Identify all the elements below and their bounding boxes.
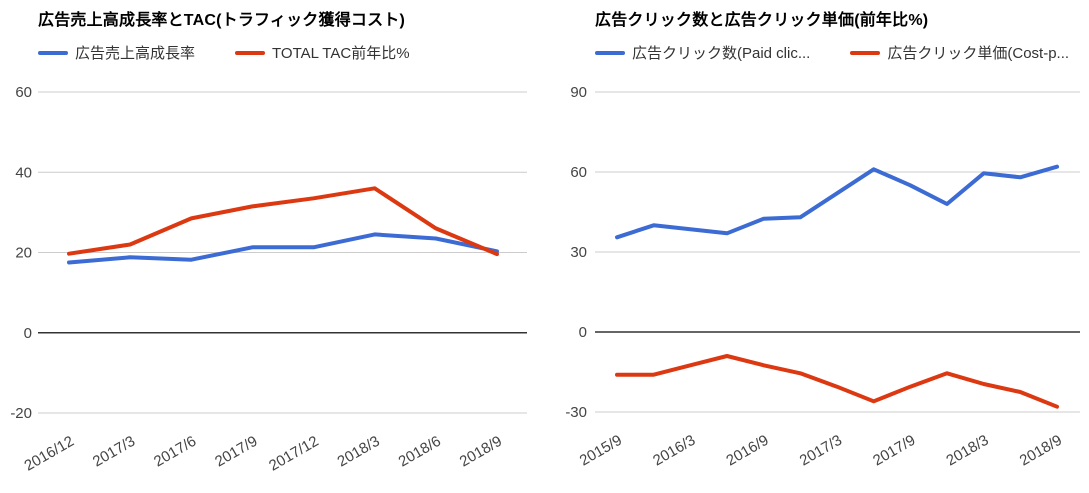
x-tick-label: 2018/6 xyxy=(396,433,444,471)
legend-item: 広告クリック単価(Cost-p... xyxy=(850,42,1069,63)
x-tick-label: 2016/9 xyxy=(723,432,771,470)
x-tick-label: 2016/3 xyxy=(650,432,698,470)
series-line-1 xyxy=(67,186,499,257)
legend-label: 広告クリック数(Paid clic... xyxy=(632,45,811,62)
y-tick-label: -20 xyxy=(10,405,32,422)
series-line-0 xyxy=(67,232,499,265)
x-tick-label: 2018/9 xyxy=(1017,432,1065,470)
legend-line-swatch xyxy=(595,50,625,55)
x-tick-label: 2018/3 xyxy=(943,432,991,470)
legend-label: 広告クリック単価(Cost-p... xyxy=(887,45,1070,62)
x-tick-label: 2017/3 xyxy=(90,433,138,471)
line-chart-plot: 60 40 20 0 -20 2016/12 2017/3 2017/6 2017/9 2017/… xyxy=(10,84,527,475)
legend-line-swatch xyxy=(850,50,881,55)
x-tick-label: 2015/9 xyxy=(577,432,625,470)
chart-title: 広告売上高成長率とTAC(トラフィック獲得コスト) xyxy=(38,12,406,29)
legend-item: 広告売上高成長率 xyxy=(38,42,195,63)
y-tick-label: 0 xyxy=(579,324,587,341)
y-tick-label: 60 xyxy=(15,84,32,101)
legend-item: 広告クリック数(Paid clic... xyxy=(595,42,810,63)
legend: 広告売上高成長率 TOTAL TAC前年比% xyxy=(38,42,410,63)
y-tick-label: 20 xyxy=(15,245,32,262)
series-line-0 xyxy=(615,164,1059,240)
legend: 広告クリック数(Paid clic... 広告クリック単価(Cost-p... xyxy=(595,42,1069,63)
legend-line-swatch xyxy=(38,50,68,55)
y-tick-label: 30 xyxy=(570,244,587,261)
y-tick-label: 40 xyxy=(15,164,32,181)
x-tick-label: 2018/3 xyxy=(334,433,382,471)
chart-ad-revenue-growth-tac: 広告売上高成長率とTAC(トラフィック獲得コスト) 広告売上高成長率 TOTAL… xyxy=(10,12,527,475)
x-tick-label: 2017/9 xyxy=(870,432,918,470)
y-tick-label: -30 xyxy=(565,404,587,421)
x-tick-label: 2017/12 xyxy=(266,433,321,475)
x-tick-label: 2017/3 xyxy=(797,432,845,470)
y-tick-label: 0 xyxy=(24,325,32,342)
y-tick-label: 60 xyxy=(570,164,587,181)
x-tick-label: 2018/9 xyxy=(457,433,505,471)
line-chart-plot: 90 60 30 0 -30 2015/9 2016/3 2016/9 2017/3 2017/9… xyxy=(565,84,1080,470)
legend-label: TOTAL TAC前年比% xyxy=(272,45,410,62)
series-line-1 xyxy=(615,354,1059,409)
x-tick-label: 2017/6 xyxy=(151,433,199,471)
chart-ad-clicks-cpc: 広告クリック数と広告クリック単価(前年比%) 広告クリック数(Paid clic… xyxy=(545,0,1089,493)
x-tick-label: 2016/12 xyxy=(22,433,77,475)
y-tick-label: 90 xyxy=(570,84,587,101)
x-tick-label: 2017/9 xyxy=(212,433,260,471)
legend-item: TOTAL TAC前年比% xyxy=(235,42,410,63)
legend-label: 広告売上高成長率 xyxy=(75,45,196,62)
chart-title: 広告クリック数と広告クリック単価(前年比%) xyxy=(595,12,929,29)
legend-line-swatch xyxy=(235,50,266,55)
